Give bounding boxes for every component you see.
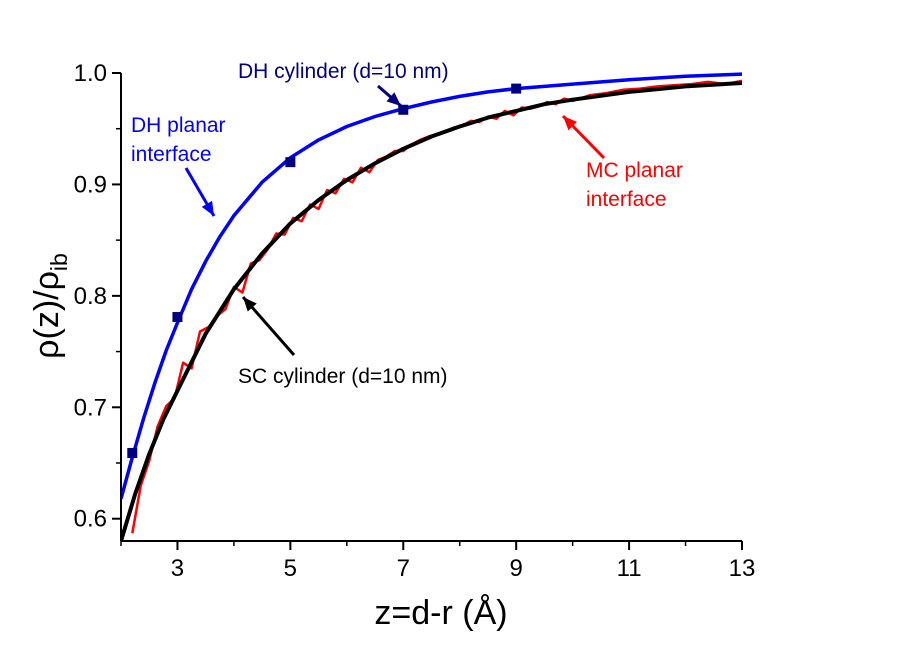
dh-cylinder-marker	[285, 157, 296, 168]
axes-layer	[120, 73, 742, 542]
annotation-arrowhead	[563, 116, 578, 131]
x-tick-label: 11	[617, 555, 642, 582]
y-axis-title-main: ρ(z)/ρ	[28, 271, 66, 359]
annotation-arrowhead	[201, 200, 214, 216]
annotations-layer: DH planar interface DH cylinder (d=10 nm) M…	[131, 60, 683, 388]
annotation-dh-planar: DH planar interface	[131, 114, 226, 166]
annotation-dh-cylinder: DH cylinder (d=10 nm)	[238, 60, 449, 83]
y-tick-label: 0.7	[74, 394, 107, 421]
annotation-mc-planar: MC planar interface	[586, 159, 683, 211]
annotation-arrowhead	[386, 92, 401, 106]
x-tick-label: 3	[171, 555, 184, 582]
sc-cylinder-curve	[121, 81, 742, 541]
dh-cylinder-marker	[398, 104, 409, 115]
annotation-sc-cylinder: SC cylinder (d=10 nm)	[238, 365, 448, 388]
dh-planar-curve	[121, 72, 742, 500]
y-tick-label: 1.0	[74, 60, 107, 87]
x-tick-label: 5	[284, 555, 297, 582]
x-axis-title: z=d-r (Å)	[374, 594, 507, 632]
annotation-arrowhead	[243, 297, 257, 312]
x-tick-label: 7	[397, 555, 410, 582]
y-axis-title: ρ(z)/ρib	[28, 253, 72, 359]
curves-layer	[121, 72, 742, 541]
ticks-layer: 3 5 7 9 11 13 0.6 0.7 0.8 0.9 1.0	[74, 60, 756, 582]
y-tick-label: 0.8	[74, 283, 107, 310]
y-axis-title-subscript: ib	[46, 253, 72, 271]
dh-cylinder-marker	[172, 312, 183, 323]
x-tick-label: 9	[510, 555, 523, 582]
dh-cylinder-marker	[127, 447, 138, 458]
y-tick-label: 0.9	[74, 171, 107, 198]
dh-cylinder-marker	[511, 83, 522, 94]
x-tick-label: 13	[729, 555, 756, 582]
y-tick-label: 0.6	[74, 506, 107, 533]
